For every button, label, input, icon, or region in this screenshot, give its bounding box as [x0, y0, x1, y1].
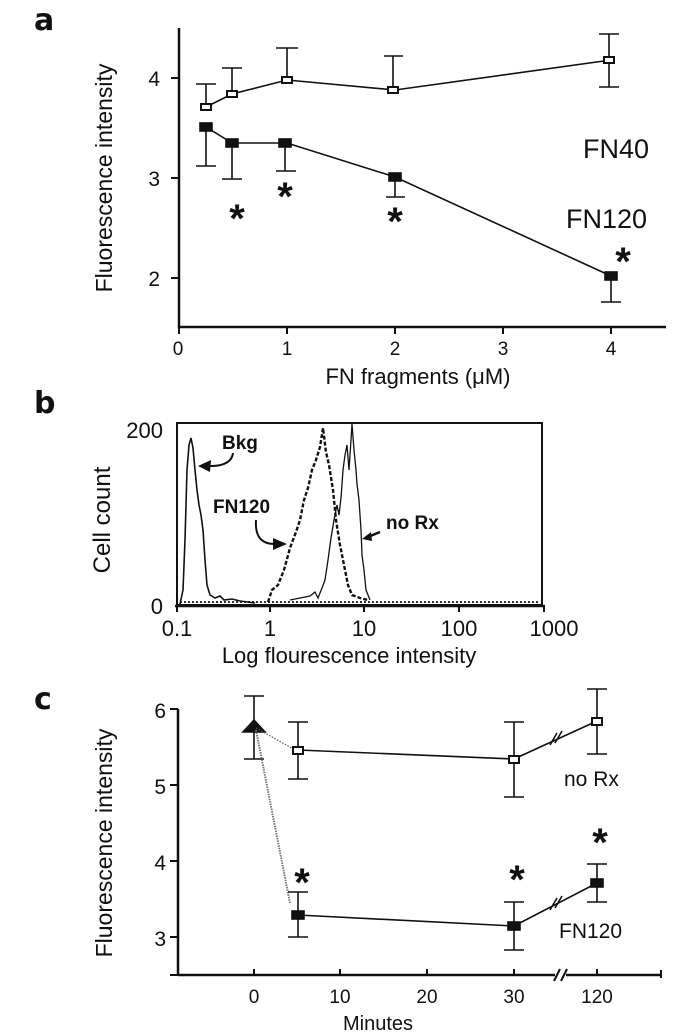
- c-xtick: 30: [503, 987, 524, 1008]
- c-significance-star: *: [592, 821, 608, 865]
- b-xtick: 1: [264, 616, 276, 641]
- c-series-norx: [288, 688, 607, 798]
- a-significance-star: *: [277, 175, 293, 219]
- panel-a-letter: a: [34, 3, 54, 38]
- a-series-fn40: [196, 33, 619, 111]
- c-ytick: 3: [154, 928, 166, 951]
- a-label-fn120: FN120: [566, 204, 647, 234]
- b-label-bkg: Bkg: [222, 433, 258, 454]
- a-xtick: 3: [498, 339, 509, 360]
- b-ytick: 0: [151, 594, 163, 619]
- c-label-norx: no Rx: [564, 768, 619, 791]
- c-xtick: 120: [581, 987, 613, 1008]
- c-connector-norx: [255, 727, 298, 752]
- b-histogram-norx: [289, 423, 371, 601]
- c-xtick: 10: [329, 987, 350, 1008]
- b-xtick: 10: [352, 616, 376, 641]
- b-label-norx: no Rx: [386, 513, 439, 534]
- panel-b: b 0.1 1 10 100 1000 200 0 Log flourescen…: [34, 386, 578, 668]
- b-ytick: 200: [126, 418, 163, 443]
- panel-c: c 6 5 4 3 0 10 20 30 120 Minutes Fluores…: [34, 682, 662, 1035]
- c-connector-fn120: [255, 729, 291, 904]
- c-axis-break: [553, 968, 561, 982]
- panel-b-letter: b: [34, 386, 55, 421]
- b-y-label: Cell count: [89, 466, 116, 573]
- panel-a: a 4 3 2 0 1 2 3 4 FN fragments (μM) Fluo…: [34, 3, 666, 389]
- b-arrowhead-bkg: [198, 460, 211, 472]
- b-xtick: 1000: [530, 616, 579, 641]
- a-xtick: 2: [390, 339, 401, 360]
- c-series-fn120: [288, 863, 607, 951]
- panel-c-letter: c: [34, 682, 52, 717]
- c-label-fn120: FN120: [559, 920, 622, 943]
- b-x-label: Log flourescence intensity: [222, 643, 476, 668]
- a-ytick: 2: [148, 268, 160, 291]
- c-ytick: 6: [154, 700, 166, 723]
- c-xtick: 0: [249, 987, 260, 1008]
- c-ytick: 4: [154, 852, 166, 875]
- b-xtick: 0.1: [162, 616, 193, 641]
- c-significance-star: *: [294, 861, 310, 905]
- a-significance-star: *: [229, 197, 245, 241]
- c-ytick: 5: [154, 776, 166, 799]
- a-series-fn120: [196, 122, 621, 303]
- c-xtick: 20: [416, 987, 437, 1008]
- c-x-label: Minutes: [343, 1013, 413, 1035]
- b-arrowhead-fn120: [273, 538, 287, 550]
- a-y-label: Fluorescence intensity: [91, 63, 117, 292]
- a-xtick: 1: [282, 339, 293, 360]
- b-histogram-bkg: [179, 437, 256, 605]
- b-xtick: 100: [441, 616, 478, 641]
- b-arrow-fn120: [254, 519, 276, 545]
- a-label-fn40: FN40: [583, 134, 649, 164]
- c-significance-star: *: [509, 858, 525, 902]
- b-histogram-fn120: [266, 427, 369, 603]
- a-xtick: 0: [173, 339, 184, 360]
- c-y-label: Fluorescence intensity: [91, 728, 117, 957]
- c-start-point: [241, 695, 267, 760]
- a-ytick: 3: [148, 168, 160, 191]
- b-label-fn120: FN120: [213, 497, 270, 518]
- a-significance-star: *: [387, 200, 403, 244]
- a-significance-star: *: [615, 240, 631, 284]
- a-ytick: 4: [148, 68, 160, 91]
- a-xtick: 4: [606, 339, 617, 360]
- a-x-label: FN fragments (μM): [325, 364, 510, 389]
